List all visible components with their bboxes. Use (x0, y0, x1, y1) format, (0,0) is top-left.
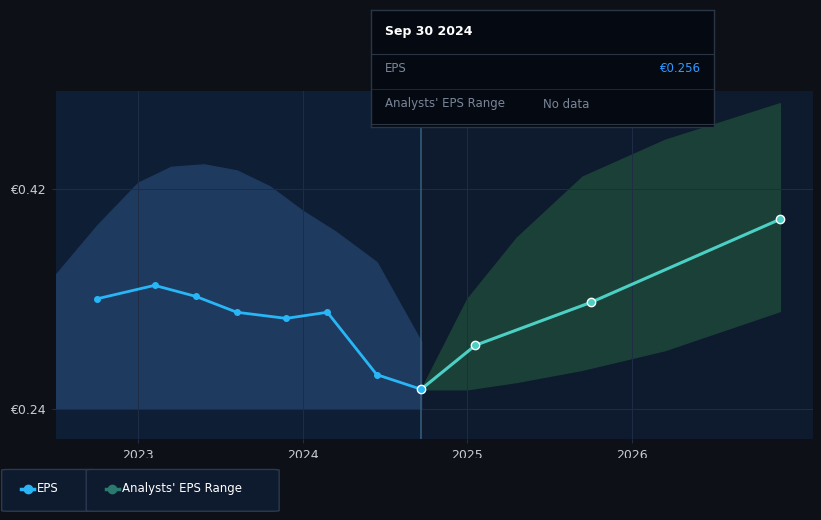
FancyBboxPatch shape (86, 470, 279, 511)
Text: No data: No data (543, 98, 589, 110)
Text: EPS: EPS (37, 483, 58, 495)
Text: Analysts' EPS Range: Analysts' EPS Range (122, 483, 241, 495)
Bar (56, 91, 421, 439)
Text: Actual: Actual (378, 97, 415, 110)
Text: Analysts' EPS Range: Analysts' EPS Range (385, 98, 505, 110)
Text: €0.256: €0.256 (659, 62, 700, 75)
FancyBboxPatch shape (2, 470, 96, 511)
Text: EPS: EPS (385, 62, 406, 75)
Text: Analysts Forecasts: Analysts Forecasts (428, 97, 538, 110)
Text: Sep 30 2024: Sep 30 2024 (385, 25, 472, 38)
